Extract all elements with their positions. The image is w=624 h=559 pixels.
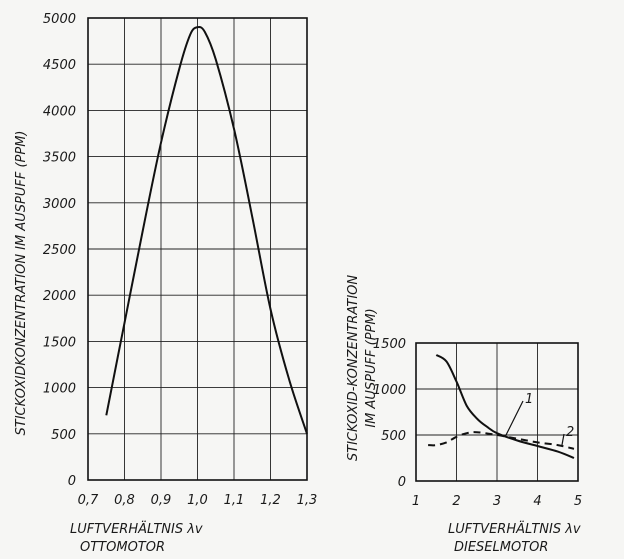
otto-y-tick-label: 4500: [43, 58, 76, 73]
otto-x-ticks: 0,7 0,8 0,9 1,0 1,1 1,2 1,3: [78, 493, 318, 508]
otto-y-tick-label: 2000: [43, 289, 76, 304]
otto-caption: OTTOMOTOR: [80, 540, 165, 555]
diesel-y-tick-label: 1500: [373, 337, 406, 352]
diesel-series-line-1: [435, 354, 575, 459]
diesel-y-tick-label: 0: [398, 475, 406, 490]
diesel-series-label: 1: [525, 392, 533, 407]
otto-y-tick-label: 2500: [43, 243, 76, 258]
otto-x-tick-label: 0,9: [151, 493, 172, 508]
diesel-plot-frame: [415, 342, 579, 482]
diesel-series-label: 2: [566, 425, 574, 440]
diesel-y-tick-label: 1000: [373, 383, 406, 398]
diesel-x-tick-label: 3: [493, 494, 501, 509]
otto-x-tick-label: 0,7: [78, 493, 99, 508]
otto-y-tick-label: 4000: [43, 104, 76, 119]
otto-grid: [87, 17, 308, 481]
otto-series-line: [105, 26, 308, 435]
otto-y-tick-label: 1000: [43, 382, 76, 397]
otto-series: [105, 26, 308, 435]
otto-x-tick-label: 0,8: [114, 493, 135, 508]
diesel-y-axis-label-line2: IM AUSPUFF (PPM): [364, 308, 379, 427]
otto-y-tick-label: 5000: [43, 12, 76, 27]
otto-y-axis-label: STICKOXIDKONZENTRATION IM AUSPUFF (PPM): [14, 131, 29, 436]
diesel-x-axis-label: LUFTVERHÄLTNIS λv: [448, 521, 581, 537]
diesel-series-line-2: [428, 431, 575, 450]
diesel-y-axis-label-line1: STICKOXID-KONZENTRATION: [346, 275, 361, 462]
otto-y-tick-label: 0: [68, 474, 76, 489]
otto-x-tick-label: 1,0: [187, 493, 208, 508]
diesel-series-leader: [561, 433, 565, 447]
otto-chart: 0,7 0,8 0,9 1,0 1,1 1,2 1,3 0 500 1000 1500 2000 25…: [14, 12, 317, 555]
otto-y-tick-label: 1500: [43, 335, 76, 350]
diesel-x-tick-label: 1: [412, 494, 420, 509]
diesel-x-tick-label: 5: [574, 494, 582, 509]
diesel-y-tick-label: 500: [381, 429, 406, 444]
diesel-y-ticks: 0 500 1000 1500: [373, 337, 406, 490]
otto-x-tick-label: 1,2: [260, 493, 281, 508]
otto-x-tick-label: 1,3: [297, 493, 318, 508]
diesel-x-tick-label: 4: [533, 494, 541, 509]
otto-x-tick-label: 1,1: [224, 493, 245, 508]
diesel-series-leader: [504, 400, 524, 438]
otto-y-ticks: 0 500 1000 1500 2000 2500 3000 3500 4000 4500 5000: [43, 12, 76, 489]
diesel-caption: DIESELMOTOR: [454, 540, 548, 555]
otto-plot-frame: [87, 17, 308, 481]
otto-x-axis-label: LUFTVERHÄLTNIS λv: [70, 521, 203, 537]
diesel-series: 12: [428, 354, 575, 459]
otto-y-tick-label: 3000: [43, 197, 76, 212]
diesel-grid: [415, 342, 579, 482]
diesel-x-tick-label: 2: [452, 494, 460, 509]
otto-y-tick-label: 500: [51, 428, 76, 443]
diesel-x-ticks: 1 2 3 4 5: [412, 494, 582, 509]
otto-y-tick-label: 3500: [43, 151, 76, 166]
